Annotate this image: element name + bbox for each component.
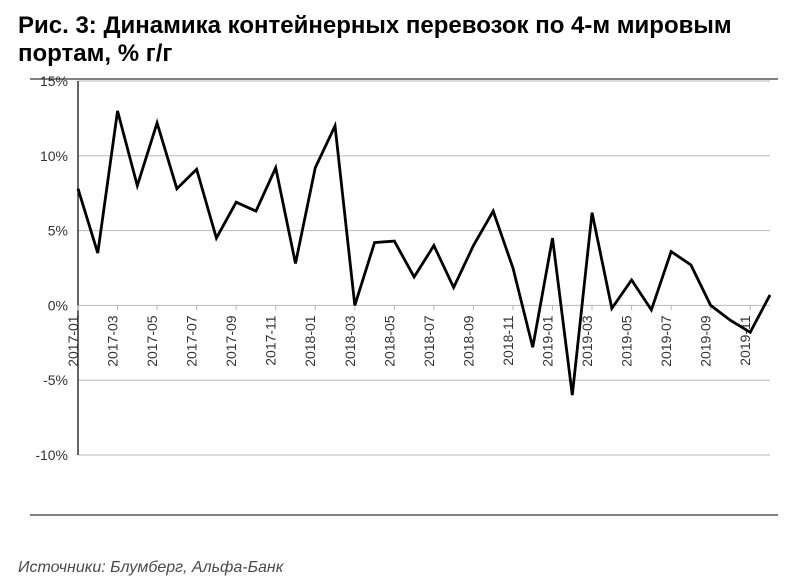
svg-text:2017-01: 2017-01 — [65, 315, 81, 367]
svg-text:2018-09: 2018-09 — [460, 315, 476, 367]
line-chart: -10% -5% 0% 5% 10% 15% 2017-01 2017-03 2017-05 20… — [18, 73, 782, 533]
svg-text:0%: 0% — [48, 297, 68, 313]
svg-text:-5%: -5% — [43, 372, 68, 388]
svg-text:2018-01: 2018-01 — [302, 315, 318, 367]
svg-text:10%: 10% — [40, 147, 68, 163]
svg-text:2019-01: 2019-01 — [540, 315, 556, 367]
svg-text:2017-03: 2017-03 — [105, 315, 121, 367]
svg-text:2017-11: 2017-11 — [263, 315, 279, 366]
svg-text:15%: 15% — [40, 73, 68, 89]
svg-text:2019-05: 2019-05 — [619, 315, 635, 367]
figure-container: Рис. 3: Динамика контейнерных перевозок … — [0, 0, 800, 585]
svg-text:-10%: -10% — [35, 447, 68, 463]
svg-text:5%: 5% — [48, 222, 68, 238]
svg-text:2019-11: 2019-11 — [737, 315, 753, 366]
svg-text:2017-09: 2017-09 — [223, 315, 239, 367]
chart-title: Рис. 3: Динамика контейнерных перевозок … — [18, 12, 782, 69]
svg-text:2018-11: 2018-11 — [500, 315, 516, 366]
svg-text:2017-05: 2017-05 — [144, 315, 160, 367]
chart-source: Источники: Блумберг, Альфа-Банк — [18, 559, 782, 577]
svg-text:2018-07: 2018-07 — [421, 315, 437, 367]
svg-text:2019-09: 2019-09 — [698, 315, 714, 367]
svg-text:2019-07: 2019-07 — [658, 315, 674, 367]
chart-area: -10% -5% 0% 5% 10% 15% 2017-01 2017-03 2017-05 20… — [18, 73, 782, 553]
svg-text:2017-07: 2017-07 — [184, 315, 200, 367]
svg-text:2018-05: 2018-05 — [381, 315, 397, 367]
svg-text:2018-03: 2018-03 — [342, 315, 358, 367]
